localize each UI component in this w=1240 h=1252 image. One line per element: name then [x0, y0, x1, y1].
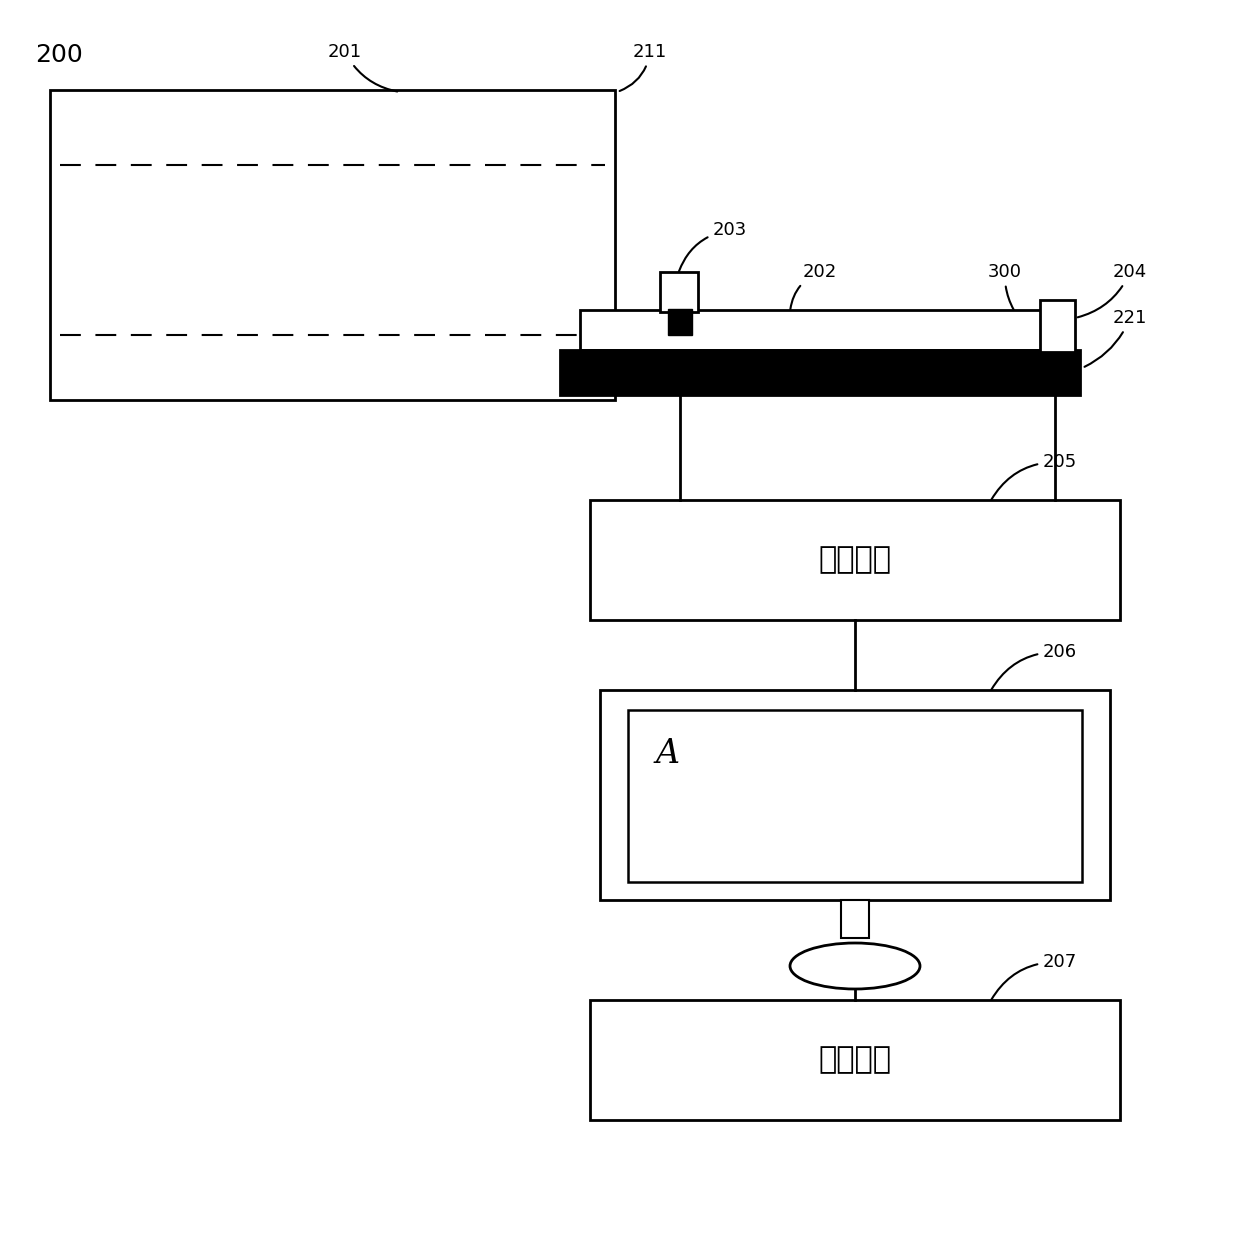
Polygon shape [50, 90, 615, 399]
Text: 200: 200 [35, 43, 83, 68]
Polygon shape [660, 272, 698, 312]
Polygon shape [560, 351, 1080, 394]
Text: 211: 211 [620, 43, 667, 91]
Text: A: A [656, 737, 680, 770]
Polygon shape [1040, 300, 1075, 352]
Text: 201: 201 [327, 43, 397, 91]
Polygon shape [590, 500, 1120, 620]
Text: 206: 206 [992, 644, 1078, 690]
Text: 300: 300 [988, 263, 1022, 309]
Text: 主控装置: 主控装置 [818, 546, 892, 575]
Text: 221: 221 [1085, 309, 1147, 367]
Text: 203: 203 [680, 222, 748, 272]
Text: 202: 202 [790, 263, 837, 309]
Polygon shape [590, 1000, 1120, 1121]
Text: 204: 204 [1078, 263, 1147, 317]
Polygon shape [668, 309, 692, 336]
Polygon shape [627, 710, 1083, 881]
Polygon shape [600, 690, 1110, 900]
Polygon shape [580, 310, 1060, 351]
Text: 207: 207 [992, 953, 1078, 999]
Text: 选择装置: 选择装置 [818, 1045, 892, 1074]
Polygon shape [841, 900, 869, 938]
Text: 205: 205 [992, 453, 1078, 500]
